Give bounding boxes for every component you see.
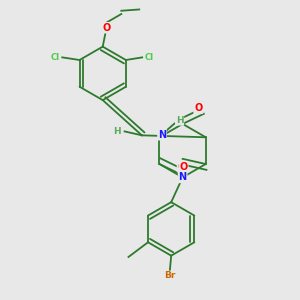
Text: N: N <box>178 172 187 182</box>
Text: Cl: Cl <box>145 53 154 62</box>
Text: Cl: Cl <box>50 53 60 62</box>
Text: Br: Br <box>164 272 176 280</box>
Text: H: H <box>176 116 184 125</box>
Text: O: O <box>103 23 111 33</box>
Text: O: O <box>179 162 188 172</box>
Text: H: H <box>114 127 121 136</box>
Text: O: O <box>194 103 202 113</box>
Text: N: N <box>158 130 166 140</box>
Text: O: O <box>178 162 186 172</box>
